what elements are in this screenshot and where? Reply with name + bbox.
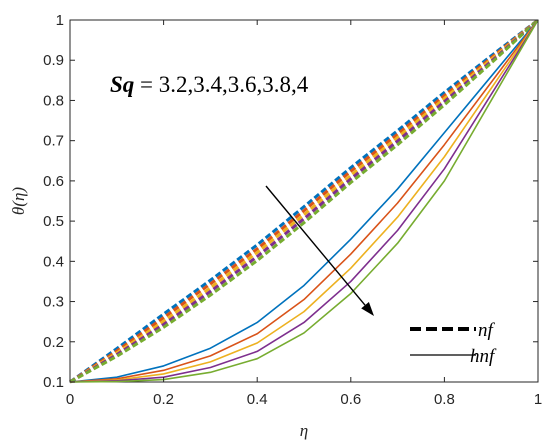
plot-area: 0 0.2 0.4 0.6 0.8 1 0.1 0.2 0.3 0.4 0.5 0.6 0.7 0.8 0.…: [43, 12, 542, 408]
trend-arrow-head-icon: [361, 302, 374, 316]
trend-arrow-line: [265, 185, 366, 306]
series-line-hnf-9: [69, 19, 539, 383]
sq-values: 3.2,3.4,3.6,3.8,4: [159, 72, 309, 97]
x-tick-label-1: 0.2: [153, 391, 174, 408]
ticks-group: 0 0.2 0.4 0.6 0.8 1 0.1 0.2 0.3 0.4 0.5 0.6 0.7 0.8 0.…: [43, 12, 542, 408]
series-line-hnf-8: [69, 19, 539, 383]
x-tick-label-4: 0.8: [434, 391, 455, 408]
sq-annotation: Sq = 3.2,3.4,3.6,3.8,4: [110, 72, 309, 97]
y-tick-label-9: 1: [56, 12, 64, 29]
y-tick-label-3: 0.4: [43, 253, 64, 270]
y-tick-label-7: 0.8: [43, 92, 64, 109]
sq-symbol: Sq: [110, 72, 134, 97]
legend-label-nf: nf: [478, 320, 496, 341]
y-tick-label-8: 0.9: [43, 52, 64, 69]
y-tick-label-0: 0.1: [43, 374, 64, 391]
series-line-hnf-5: [69, 19, 539, 383]
series-line-hnf-6: [69, 19, 539, 383]
series-line-nf-1: [69, 18, 539, 384]
y-tick-label-6: 0.7: [43, 133, 64, 150]
y-tick-label-5: 0.6: [43, 173, 64, 190]
sq-equals: =: [134, 72, 158, 97]
series-group: [69, 18, 540, 384]
y-tick-label-1: 0.2: [43, 334, 64, 351]
x-tick-label-0: 0: [66, 391, 74, 408]
series-line-nf-0: [69, 18, 539, 384]
x-tick-label-3: 0.6: [340, 391, 361, 408]
x-axis-label: η: [300, 421, 308, 440]
legend: nf hnf: [410, 320, 497, 367]
x-tick-label-2: 0.4: [247, 391, 268, 408]
series-line-nf-2: [69, 18, 539, 384]
series-line-nf-3: [69, 18, 539, 384]
x-tick-label-5: 1: [534, 391, 542, 408]
y-tick-label-4: 0.5: [43, 213, 64, 230]
y-axis-label: θ(η): [9, 187, 28, 215]
trend-arrow: [265, 185, 374, 316]
y-tick-label-2: 0.3: [43, 294, 64, 311]
series-line-nf-4: [69, 18, 540, 384]
legend-label-hnf: hnf: [470, 346, 497, 367]
series-line-hnf-7: [69, 19, 539, 383]
